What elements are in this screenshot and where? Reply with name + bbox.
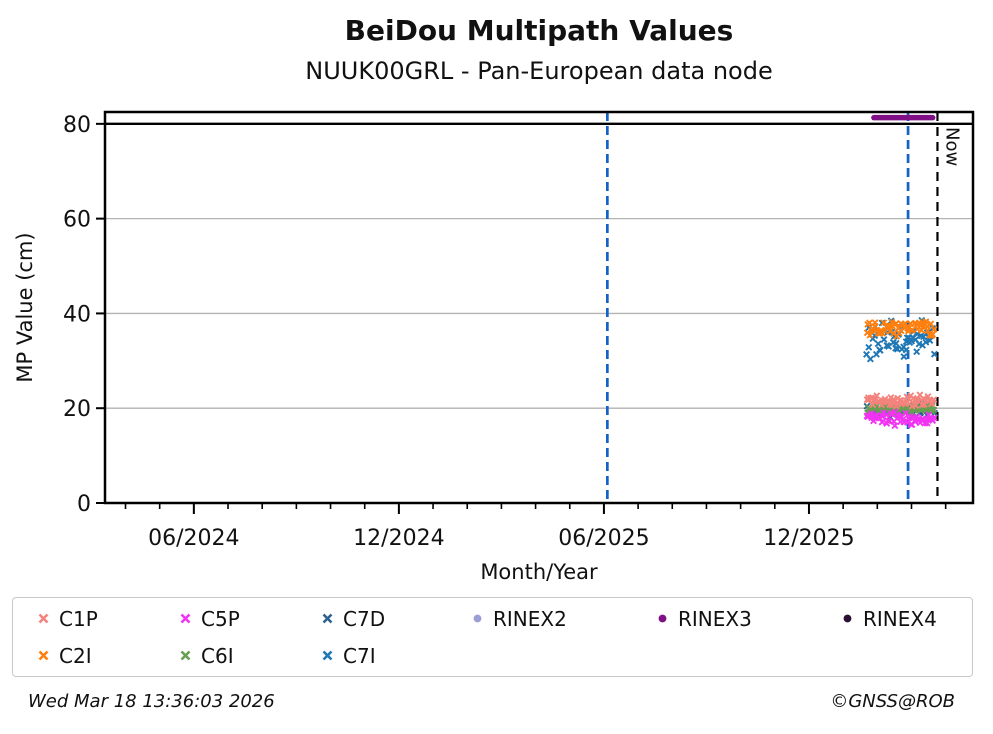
data-point: [927, 320, 935, 328]
y-tick-label: 40: [63, 302, 91, 327]
data-point: [878, 418, 886, 426]
data-point: [922, 338, 930, 346]
data-point: [918, 326, 926, 334]
data-point: [929, 330, 936, 338]
data-point: [874, 340, 882, 348]
legend-item-c5p: C5P: [179, 607, 321, 631]
plot-timestamp: Wed Mar 18 13:36:03 2026: [28, 691, 275, 712]
data-point: [901, 320, 909, 328]
y-tick-label: 20: [63, 397, 91, 422]
gridlines: [105, 217, 973, 409]
event-lines: Now: [605, 112, 962, 503]
legend-label: C7I: [343, 643, 376, 668]
data-point: [892, 339, 900, 347]
y-tick-label: 80: [63, 113, 91, 138]
copyright-label: ©GNSS@ROB: [830, 691, 955, 712]
data-point: [865, 343, 873, 351]
data-point: [891, 422, 899, 430]
plot-border: [103, 110, 975, 505]
chart-title: BeiDou Multipath Values: [344, 14, 734, 47]
x-tick-label: 12/2025: [763, 526, 854, 551]
legend-label: C5P: [201, 606, 240, 631]
x-axis-label: Month/Year: [480, 560, 598, 584]
y-axis-label: MP Value (cm): [13, 232, 37, 382]
legend-label: RINEX3: [678, 606, 752, 631]
data-point: [876, 346, 884, 354]
x-marker-icon: [180, 613, 191, 624]
x-tick-label: 06/2025: [558, 526, 649, 551]
data-point: [869, 401, 877, 409]
x-axis: 06/2024 12/2024 06/2025 12/2025 Month/Year: [124, 503, 947, 584]
data-point: [880, 336, 888, 343]
legend-label: C1P: [59, 606, 98, 631]
legend-item-c6i: C6I: [179, 644, 321, 668]
legend-label: RINEX2: [493, 606, 567, 631]
x-marker-icon: [322, 650, 333, 661]
chart-header: BeiDou Multipath Values NUUK00GRL - Pan-…: [105, 14, 973, 85]
data-point: [930, 414, 938, 422]
legend-item-c7i: C7I: [321, 644, 471, 668]
legend-label: C6I: [201, 643, 234, 668]
data-point: [912, 402, 920, 409]
series-c1p: [863, 391, 938, 410]
data-point: [924, 393, 932, 400]
data-point: [930, 325, 938, 333]
series-c2i: [863, 318, 938, 340]
legend-item-c2i: C2I: [37, 644, 179, 668]
x-marker-icon: [180, 650, 191, 661]
y-tick-label: 0: [77, 492, 91, 517]
data-point: [866, 331, 874, 339]
legend-item-rinex3: RINEX3: [656, 607, 841, 631]
data-point: [922, 318, 930, 326]
x-marker-icon: [38, 650, 49, 661]
data-point: [908, 326, 916, 334]
legend-label: C7D: [343, 606, 386, 631]
legend-item-c1p: C1P: [37, 607, 179, 631]
dot-marker-icon: [473, 614, 482, 623]
data-point: [913, 348, 921, 356]
legend-item-rinex4: RINEX4: [841, 607, 972, 631]
legend-label: C2I: [59, 643, 92, 668]
data-point: [882, 411, 890, 419]
data-point: [866, 319, 873, 327]
data-point: [926, 337, 934, 344]
legend-item-rinex2: RINEX2: [471, 607, 656, 631]
data-point: [866, 355, 874, 363]
y-axis: 0 20 40 60 80 MP Value (cm): [13, 113, 105, 517]
legend-item-c7d: C7D: [321, 607, 471, 631]
data-point: [884, 417, 892, 425]
series-c5p: [863, 408, 938, 430]
x-marker-icon: [322, 613, 333, 624]
y-tick-label: 60: [63, 208, 91, 233]
data-point: [930, 350, 938, 358]
dot-marker-icon: [843, 614, 852, 623]
x-tick-label: 06/2024: [148, 526, 239, 551]
data-point: [902, 346, 910, 354]
data-point: [900, 353, 908, 361]
data-point: [873, 392, 881, 400]
chart-subtitle: NUUK00GRL - Pan-European data node: [305, 57, 773, 85]
data-point: [930, 396, 938, 404]
x-marker-icon: [38, 613, 49, 624]
chart-legend: C1P C2I C5P C6I C7D C7I RINEX2 RINEX3 RINEX4: [12, 597, 973, 677]
legend-label: RINEX4: [863, 606, 937, 631]
x-tick-label: 12/2024: [353, 526, 444, 551]
now-label: Now: [941, 127, 962, 166]
dot-marker-icon: [658, 614, 667, 623]
data-point: [930, 406, 938, 414]
